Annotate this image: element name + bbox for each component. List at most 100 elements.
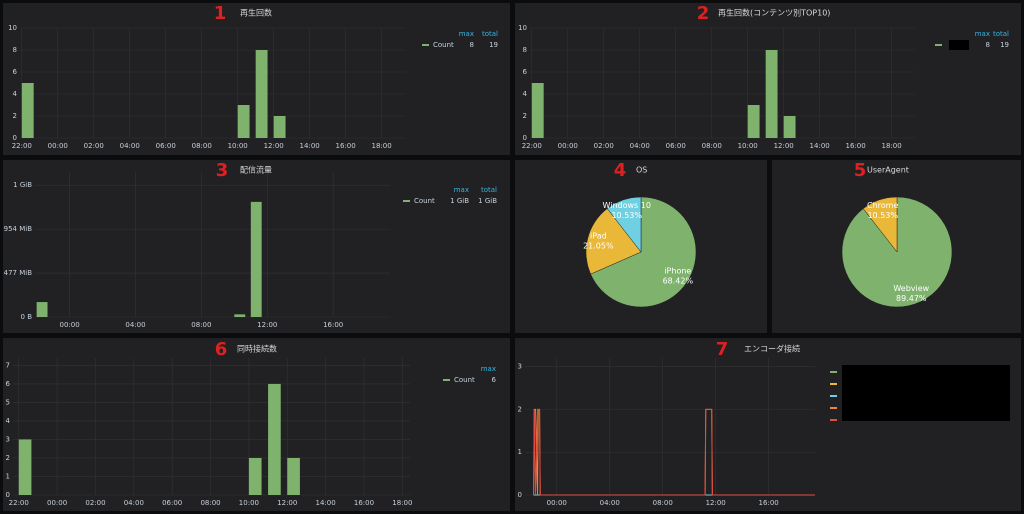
panel-title: 配信流量 <box>240 165 272 175</box>
legend-swatch <box>830 407 837 409</box>
x-tick-label: 16:00 <box>323 321 343 329</box>
x-tick-label: 12:00 <box>264 142 284 150</box>
legend-value: 1 GiB <box>450 197 469 205</box>
legend-header: max <box>975 30 990 38</box>
x-tick-label: 04:00 <box>600 499 620 507</box>
y-tick-label: 0 <box>13 134 17 142</box>
y-tick-label: 3 <box>6 435 10 443</box>
x-tick-label: 18:00 <box>372 142 392 150</box>
x-tick-label: 08:00 <box>191 321 211 329</box>
legend-label: Count <box>454 376 475 384</box>
legend-swatch <box>935 44 942 46</box>
y-tick-label: 6 <box>523 68 528 76</box>
x-tick-label: 02:00 <box>85 499 105 507</box>
bar <box>255 50 268 138</box>
legend-header: total <box>993 30 1009 38</box>
x-tick-label: 16:00 <box>354 499 374 507</box>
x-tick-label: 04:00 <box>124 499 144 507</box>
x-tick-label: 08:00 <box>200 499 220 507</box>
x-tick-label: 22:00 <box>522 142 542 150</box>
y-tick-label: 6 <box>6 380 11 388</box>
bar <box>531 83 544 138</box>
legend-swatch <box>443 379 450 381</box>
x-tick-label: 14:00 <box>316 499 336 507</box>
legend-swatch <box>830 371 837 373</box>
legend-value: 6 <box>492 376 497 384</box>
y-tick-label: 2 <box>523 112 527 120</box>
y-tick-label: 8 <box>523 46 527 54</box>
y-tick-label: 2 <box>518 405 522 413</box>
x-tick-label: 06:00 <box>666 142 686 150</box>
x-tick-label: 08:00 <box>192 142 212 150</box>
y-tick-label: 477 MiB <box>4 269 33 277</box>
x-tick-label: 06:00 <box>156 142 176 150</box>
y-tick-label: 4 <box>6 417 11 425</box>
y-tick-label: 1 <box>518 448 522 456</box>
legend-value: 19 <box>489 41 498 49</box>
bar <box>765 50 778 138</box>
x-tick-label: 00:00 <box>547 499 567 507</box>
x-tick-label: 10:00 <box>228 142 248 150</box>
bar <box>287 457 300 495</box>
bar <box>273 116 286 138</box>
legend-header: total <box>482 30 498 38</box>
legend-header: max <box>454 186 469 194</box>
legend-swatch <box>403 200 410 202</box>
x-tick-label: 16:00 <box>846 142 866 150</box>
x-tick-label: 14:00 <box>810 142 830 150</box>
bar <box>783 116 796 138</box>
x-tick-label: 00:00 <box>48 142 68 150</box>
legend-swatch <box>830 383 837 385</box>
panel-number: 1 <box>214 3 227 24</box>
panel-title: 同時接続数 <box>237 344 277 354</box>
x-tick-label: 02:00 <box>594 142 614 150</box>
x-tick-label: 12:00 <box>706 499 726 507</box>
redacted-name <box>949 40 969 50</box>
x-tick-label: 00:00 <box>558 142 578 150</box>
y-tick-label: 0 B <box>21 313 33 321</box>
pie-label: iPhone <box>664 267 691 276</box>
x-tick-label: 08:00 <box>702 142 722 150</box>
panel-title: 再生回数(コンテンツ別TOP10) <box>718 8 830 18</box>
x-tick-label: 06:00 <box>162 499 182 507</box>
x-tick-label: 12:00 <box>774 142 794 150</box>
pie-value-label: 68.42% <box>663 277 694 286</box>
bar <box>237 105 250 138</box>
x-tick-label: 16:00 <box>336 142 356 150</box>
y-tick-label: 954 MiB <box>4 225 33 233</box>
pie-value-label: 10.53% <box>867 211 898 220</box>
panel-number: 4 <box>614 160 627 181</box>
pie-value-label: 21.05% <box>583 242 614 251</box>
pie-label: iPad <box>590 232 607 241</box>
panel-number: 6 <box>215 339 228 360</box>
bar <box>36 302 48 317</box>
legend-label: Count <box>433 41 454 49</box>
x-tick-label: 22:00 <box>9 499 29 507</box>
x-tick-label: 04:00 <box>125 321 145 329</box>
bar <box>18 439 32 495</box>
x-tick-label: 22:00 <box>12 142 32 150</box>
x-tick-label: 10:00 <box>239 499 259 507</box>
panel-number: 5 <box>854 160 867 181</box>
pie-value-label: 10.53% <box>611 211 642 220</box>
pie-slice <box>590 196 697 308</box>
pie-value-label: 89.47% <box>896 294 927 303</box>
pie-label: Windows 10 <box>602 201 650 210</box>
y-tick-label: 8 <box>13 46 17 54</box>
bar <box>248 457 262 495</box>
y-tick-label: 4 <box>523 90 528 98</box>
legend-value: 8 <box>470 41 474 49</box>
x-tick-label: 08:00 <box>653 499 673 507</box>
pie-label: Webview <box>893 284 929 293</box>
pie-slice <box>841 196 953 308</box>
y-tick-label: 10 <box>8 24 17 32</box>
pie-label: Chrome <box>867 201 898 210</box>
bar <box>268 383 281 495</box>
x-tick-label: 00:00 <box>47 499 67 507</box>
y-tick-label: 4 <box>13 90 18 98</box>
legend-swatch <box>422 44 429 46</box>
y-tick-label: 10 <box>518 24 527 32</box>
panel-title: 再生回数 <box>240 8 272 18</box>
x-tick-label: 04:00 <box>120 142 140 150</box>
